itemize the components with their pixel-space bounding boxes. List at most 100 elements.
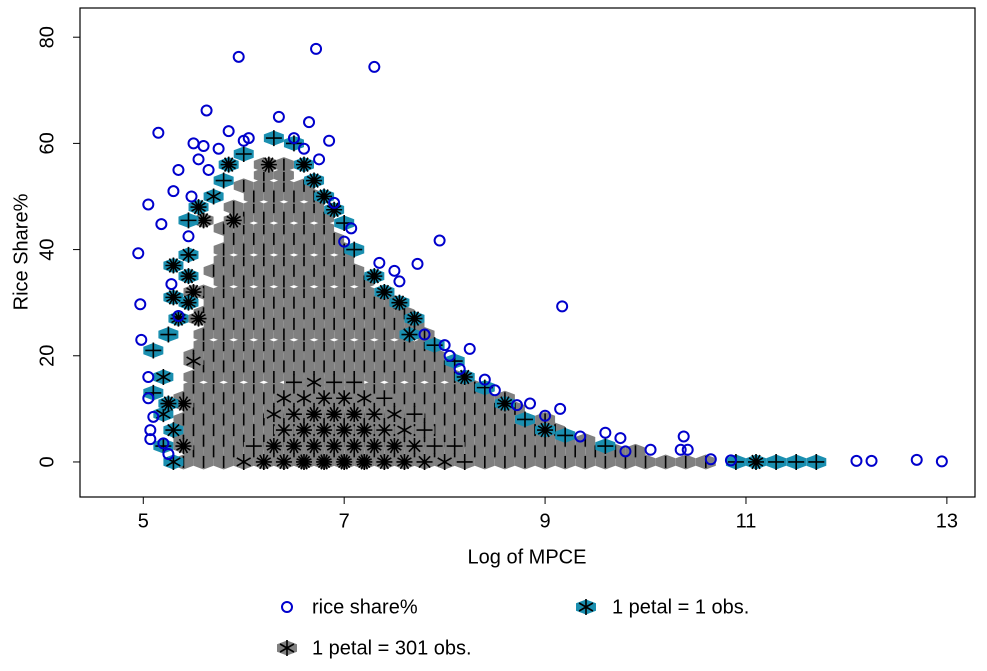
light-flower-petals	[145, 342, 162, 359]
light-flower	[233, 146, 254, 163]
dark-flower-petals	[186, 353, 201, 370]
light-flower-petals	[401, 326, 418, 343]
scatter-point	[242, 132, 255, 145]
scatter-point	[162, 447, 175, 460]
dark-flower	[334, 422, 355, 439]
dark-flower	[304, 406, 325, 423]
light-flower	[304, 172, 325, 189]
dark-flower	[294, 422, 315, 439]
light-flower	[178, 294, 199, 311]
scatter-point	[197, 140, 210, 153]
dark-flower-petals	[356, 390, 372, 407]
light-flower	[766, 453, 787, 470]
dark-row	[233, 178, 315, 194]
dark-flower-petals	[346, 374, 363, 391]
scatter-point	[182, 230, 195, 243]
legend-label: 1 petal = 1 obs.	[612, 596, 749, 618]
dark-flower-petals	[236, 453, 252, 470]
scatter-point	[152, 126, 165, 139]
dark-flower	[324, 374, 345, 391]
dark-flower	[263, 406, 284, 423]
light-flower-petals	[808, 453, 825, 470]
dark-flower	[193, 212, 214, 229]
dark-flower	[454, 453, 475, 470]
scatter-point	[144, 433, 157, 446]
light-flower	[494, 395, 515, 412]
scatter-point	[411, 257, 424, 270]
dark-flower	[384, 438, 405, 455]
dark-flower-petals	[306, 406, 323, 423]
scatter-point	[463, 342, 476, 355]
y-tick-label: 60	[36, 132, 58, 154]
x-tick-label: 7	[339, 510, 350, 532]
scatter-point	[850, 454, 863, 467]
x-tick-label: 13	[936, 510, 958, 532]
dark-flower	[324, 438, 345, 455]
legend-label: 1 petal = 301 obs.	[312, 637, 472, 659]
light-flower-petals	[215, 172, 232, 189]
light-flower-petals	[165, 289, 182, 306]
dark-flower-petals	[376, 422, 393, 439]
dark-flower-petals	[396, 453, 413, 470]
dark-flower-petals	[336, 453, 353, 470]
light-flower-petals	[180, 212, 197, 229]
dark-flower	[188, 310, 209, 327]
light-flower	[786, 453, 807, 470]
x-tick-label: 9	[540, 510, 551, 532]
scatter-point	[134, 298, 147, 311]
dark-flower	[444, 438, 465, 455]
dark-flower-petals	[397, 422, 412, 439]
scatter-point	[388, 264, 401, 277]
dark-flower	[404, 438, 425, 455]
dark-flower-petals	[275, 422, 292, 439]
dark-flower	[354, 422, 375, 439]
light-flower	[218, 156, 239, 173]
dark-flower-petals	[366, 406, 383, 423]
legend-label: rice share%	[312, 596, 418, 618]
dark-flower-petals	[406, 438, 423, 455]
light-flower	[153, 369, 174, 386]
dark-flower	[304, 438, 325, 455]
dark-flower-petals	[316, 390, 333, 407]
dark-row	[213, 242, 355, 258]
scatter-point	[212, 142, 225, 155]
light-flower-petals	[180, 246, 197, 263]
light-flower-petals	[748, 453, 765, 470]
dark-flower-petals	[175, 438, 192, 455]
dark-flower-petals	[306, 374, 322, 391]
dark-flower-petals	[265, 438, 282, 455]
dark-flower	[283, 374, 304, 391]
dark-flower	[374, 453, 395, 470]
light-flower	[158, 326, 179, 343]
light-flower	[143, 342, 164, 359]
dark-flower-petals	[266, 406, 282, 423]
light-flower	[806, 453, 827, 470]
scatter-point	[165, 278, 178, 291]
dark-flower-petals	[185, 284, 202, 301]
scatter-point	[393, 275, 406, 288]
light-flower-petals	[160, 395, 177, 412]
dark-flower	[364, 438, 385, 455]
scatter-point	[142, 371, 155, 384]
light-flower-petals	[316, 188, 333, 205]
legend-marker	[576, 599, 596, 615]
light-flower-petals	[391, 294, 408, 311]
dark-flower-petals	[316, 422, 333, 439]
dark-flower	[344, 374, 365, 391]
dark-flower-petals	[387, 406, 402, 423]
dark-flower	[394, 453, 415, 470]
scatter-point	[310, 42, 323, 55]
x-tick-label: 5	[138, 510, 149, 532]
light-flower	[163, 422, 184, 439]
scatter-point	[303, 116, 316, 129]
light-flower	[203, 188, 224, 205]
light-flower-petals	[788, 453, 805, 470]
scatter-point	[510, 399, 523, 412]
dark-flower-petals	[296, 453, 313, 470]
dark-flower-petals	[446, 438, 463, 455]
dark-flower-petals	[326, 406, 343, 423]
dark-flower-petals	[296, 390, 312, 407]
scatter-point	[132, 247, 145, 260]
light-flower	[424, 337, 445, 354]
